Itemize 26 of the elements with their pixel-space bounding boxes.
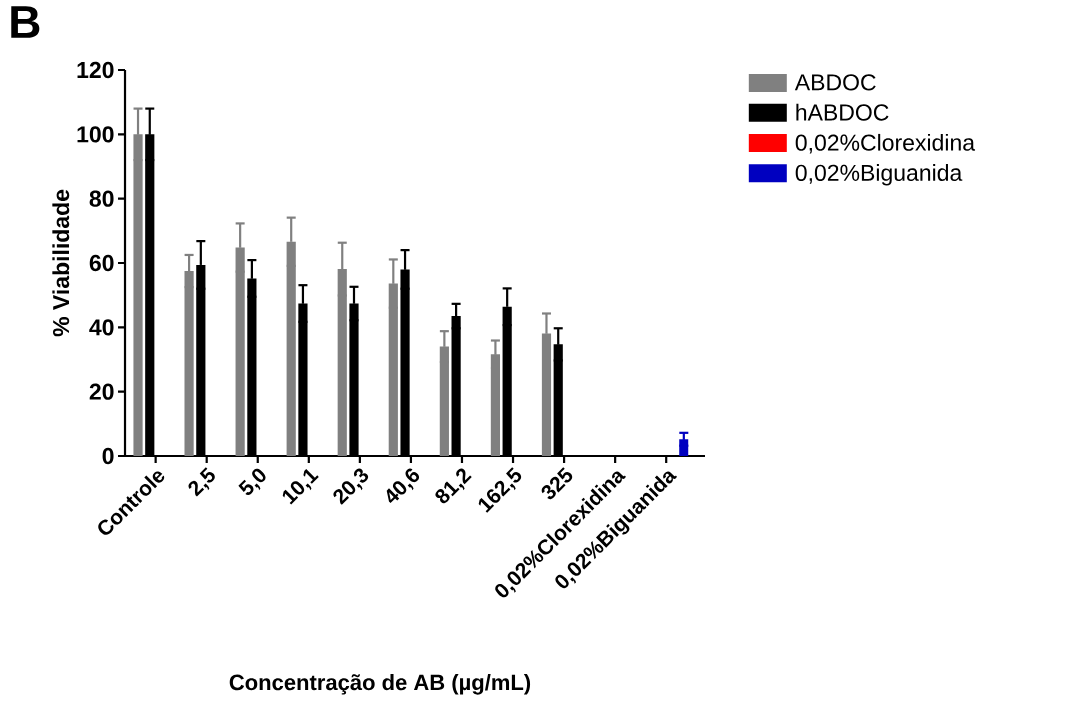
chart-title: B [11,6,40,38]
y-tick-label: 100 [77,126,114,143]
bar [184,271,194,456]
x-tick-label: 5,0 [238,468,266,495]
y-tick-label: 60 [89,254,114,272]
y-tick-label: 20 [89,383,114,400]
y-tick-label: 120 [77,61,114,79]
legend-label: ABDOC [794,74,876,91]
legend-label: 0,02%Clorexidina [795,133,976,154]
bar [490,354,501,456]
y-axis-title: % Viabilidade [52,189,70,337]
bar [133,134,143,456]
x-tick-label: 40,6 [386,468,420,504]
legend-label: 0,02%Biguanida [795,164,963,186]
legend-label: hABDOC [796,103,889,121]
bar [388,283,398,456]
y-tick-label: 40 [89,319,114,336]
bar [337,269,347,456]
bar [541,333,552,456]
x-tick-label: 2,5 [188,467,215,497]
bar [235,247,245,456]
x-axis-title: Concentração de AB (µg/mL) [229,674,531,695]
bar [286,241,296,456]
bar [439,346,449,456]
y-tick-label: 0 [102,447,114,465]
y-tick-label: 80 [89,190,114,207]
